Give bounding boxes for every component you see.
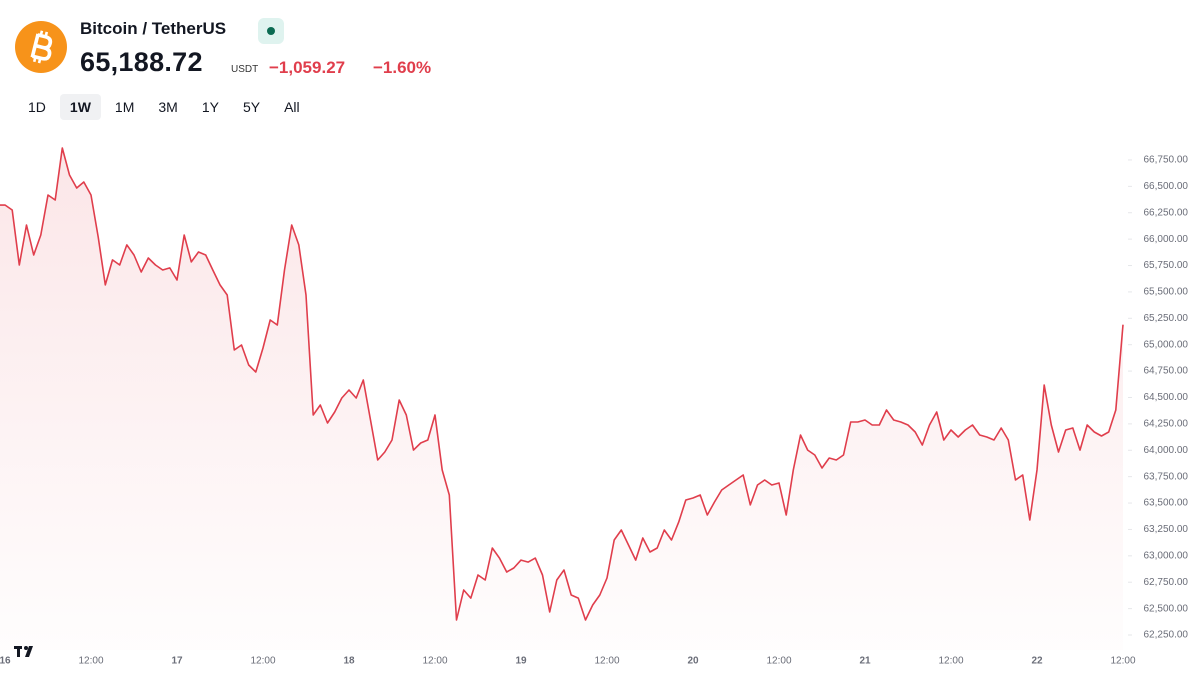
y-tick-label: 63,000.00 xyxy=(1144,550,1189,561)
status-dot xyxy=(267,27,275,35)
range-button[interactable]: 1M xyxy=(105,94,144,120)
y-tick-label: 66,500.00 xyxy=(1144,181,1189,192)
range-button[interactable]: 5Y xyxy=(233,94,270,120)
price: 65,188.72 xyxy=(80,47,203,77)
range-button[interactable]: All xyxy=(274,94,310,120)
x-tick-label: 22 xyxy=(1031,656,1043,667)
y-tick-label: 65,000.00 xyxy=(1144,339,1189,350)
x-tick-label: 20 xyxy=(687,656,699,667)
bitcoin-logo xyxy=(15,21,67,73)
x-tick-label: 12:00 xyxy=(422,656,447,667)
range-selector: 1D 1W 1M 3M 1Y 5Y All xyxy=(18,94,310,120)
y-tick-label: 64,500.00 xyxy=(1144,392,1189,403)
x-tick-label: 12:00 xyxy=(938,656,963,667)
range-button[interactable]: 3M xyxy=(148,94,187,120)
percent-change: −1.60% xyxy=(373,58,432,77)
x-tick-label: 17 xyxy=(171,656,183,667)
x-tick-label: 12:00 xyxy=(766,656,791,667)
y-tick-label: 66,000.00 xyxy=(1144,234,1189,245)
range-button[interactable]: 1Y xyxy=(192,94,229,120)
symbol-title: Bitcoin / TetherUS xyxy=(80,19,227,38)
tradingview-logo xyxy=(14,646,33,657)
x-tick-label: 21 xyxy=(859,656,871,667)
area-fill xyxy=(0,148,1123,650)
y-tick-label: 65,250.00 xyxy=(1144,313,1189,324)
y-tick-label: 64,750.00 xyxy=(1144,366,1189,377)
y-tick-label: 62,750.00 xyxy=(1144,577,1189,588)
y-tick-label: 62,250.00 xyxy=(1144,630,1189,641)
y-tick-label: 64,250.00 xyxy=(1144,419,1189,430)
x-tick-label: 12:00 xyxy=(78,656,103,667)
range-button[interactable]: 1D xyxy=(18,94,56,120)
x-tick-label: 12:00 xyxy=(1110,656,1135,667)
y-tick-label: 64,000.00 xyxy=(1144,445,1189,456)
y-tick-label: 62,500.00 xyxy=(1144,603,1189,614)
price-line xyxy=(0,147,1124,621)
y-tick-label: 65,750.00 xyxy=(1144,260,1189,271)
y-tick-label: 63,500.00 xyxy=(1144,498,1189,509)
y-tick-label: 63,250.00 xyxy=(1144,524,1189,535)
x-tick-label: 12:00 xyxy=(250,656,275,667)
price-change: −1,059.27 xyxy=(269,58,346,77)
y-tick-label: 63,750.00 xyxy=(1144,471,1189,482)
market-status-badge[interactable] xyxy=(258,18,284,44)
x-tick-label: 16 xyxy=(0,656,11,667)
currency: USDT xyxy=(231,64,259,75)
x-tick-label: 18 xyxy=(343,656,355,667)
y-tick-label: 65,500.00 xyxy=(1144,287,1189,298)
y-tick-label: 66,250.00 xyxy=(1144,207,1189,218)
x-tick-label: 12:00 xyxy=(594,656,619,667)
y-tick-label: 66,750.00 xyxy=(1144,155,1189,166)
range-button[interactable]: 1W xyxy=(59,94,101,120)
x-tick-label: 19 xyxy=(515,656,527,667)
